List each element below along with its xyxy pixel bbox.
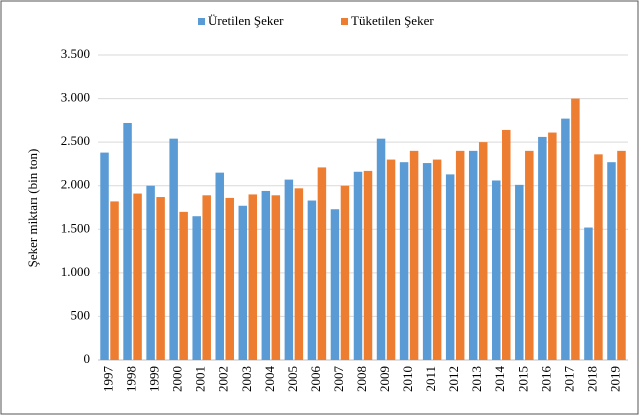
x-tick-label: 2015 [515, 366, 530, 392]
bar [202, 195, 211, 360]
bar [284, 179, 294, 360]
bar [123, 122, 132, 360]
x-tick-label: 2011 [423, 366, 438, 392]
bar [110, 201, 119, 360]
bar [399, 162, 409, 360]
bar [617, 150, 626, 360]
y-axis-label: Şeker miktarı (bin ton) [25, 149, 40, 268]
bar [261, 190, 271, 360]
x-tick-label: 2009 [377, 366, 392, 392]
bar [422, 163, 432, 360]
bar [455, 150, 465, 360]
bar [238, 205, 248, 360]
x-tick-label: 2006 [308, 366, 323, 393]
bar [169, 138, 178, 360]
bar [100, 152, 109, 360]
bar [307, 200, 317, 360]
bar [492, 180, 501, 360]
y-tick-label: 3.500 [61, 46, 90, 61]
x-tick-label: 2004 [262, 366, 277, 393]
bar [548, 132, 557, 360]
x-tick-label: 2018 [584, 366, 599, 392]
bar [156, 197, 165, 360]
bar [409, 150, 419, 360]
bar [330, 209, 340, 360]
x-tick-label: 1999 [147, 366, 162, 392]
bar [133, 193, 142, 360]
x-tick-label: 2001 [193, 366, 208, 392]
legend-swatch [341, 18, 348, 25]
bar [294, 188, 304, 360]
bar [478, 142, 488, 360]
x-tick-label: 1997 [101, 366, 116, 393]
bar [248, 194, 258, 360]
bar [386, 159, 396, 360]
x-tick-label: 2000 [170, 366, 185, 392]
bar [468, 150, 478, 360]
bar [363, 170, 373, 360]
x-tick-label: 2005 [285, 366, 300, 392]
x-tick-label: 2012 [446, 366, 461, 392]
x-tick-label: 2008 [354, 366, 369, 392]
bar [538, 136, 547, 360]
bar [502, 129, 511, 360]
y-tick-label: 3.000 [61, 90, 90, 105]
bar [271, 195, 281, 360]
y-tick-label: 2.500 [61, 133, 90, 148]
bar [317, 167, 327, 360]
bar [192, 216, 201, 360]
bar [376, 138, 386, 360]
legend-swatch [198, 18, 205, 25]
x-tick-label: 2017 [561, 366, 576, 393]
x-tick-label: 1998 [124, 366, 139, 392]
y-tick-label: 1.000 [61, 264, 90, 279]
bar [445, 174, 455, 360]
bar [340, 185, 350, 360]
bar [215, 172, 224, 360]
x-tick-label: 2016 [538, 366, 553, 393]
x-tick-label: 2019 [607, 366, 622, 392]
x-tick-label: 2010 [400, 366, 415, 392]
bar [594, 154, 603, 360]
bar [607, 162, 616, 360]
x-tick-label: 2007 [331, 366, 346, 393]
y-tick-label: 0 [84, 351, 91, 366]
bar [353, 171, 363, 360]
y-tick-label: 500 [71, 307, 91, 322]
bar [225, 197, 234, 360]
x-tick-label: 2003 [239, 366, 254, 392]
bar [146, 185, 155, 360]
bar [179, 211, 188, 360]
bar [432, 159, 442, 360]
y-tick-label: 1.500 [61, 220, 90, 235]
bar [571, 98, 580, 361]
x-tick-label: 2013 [469, 366, 484, 392]
bar [515, 184, 524, 360]
bar [525, 150, 534, 360]
y-tick-label: 2.000 [61, 177, 90, 192]
bar [561, 118, 570, 360]
legend-label: Üretilen Şeker [208, 13, 284, 28]
x-tick-label: 2014 [492, 366, 507, 393]
x-tick-label: 2002 [216, 366, 231, 392]
legend-label: Tüketilen Şeker [351, 13, 434, 28]
bar [584, 227, 593, 360]
